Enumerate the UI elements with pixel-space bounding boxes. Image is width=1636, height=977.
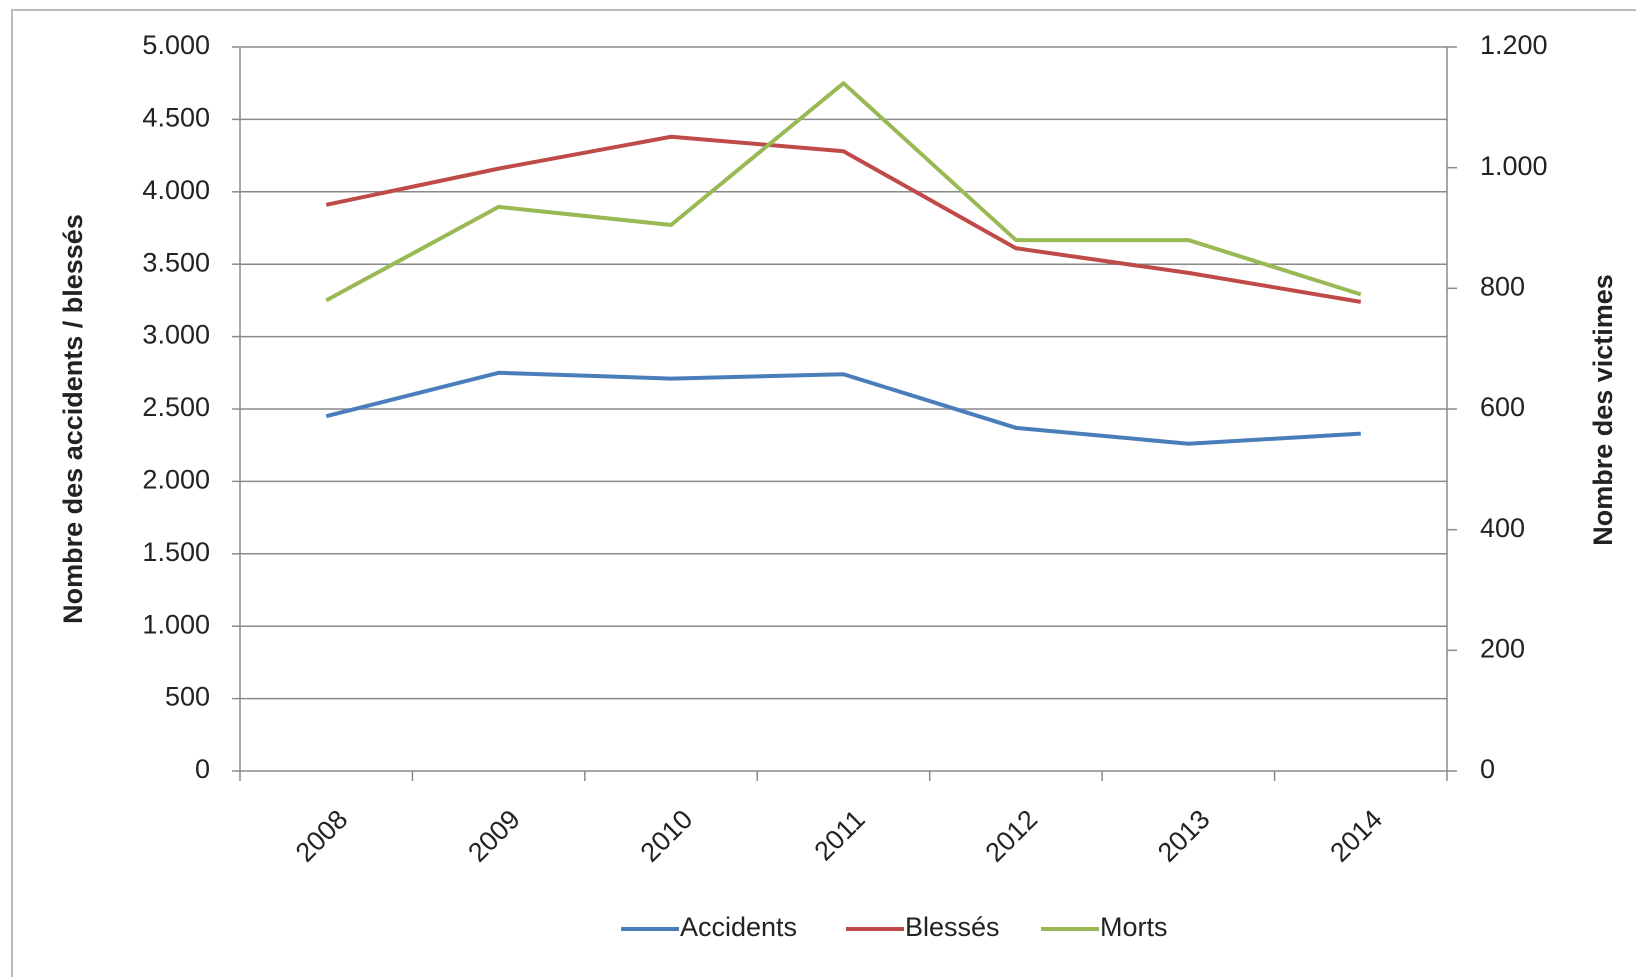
x-tick-label: 2008 [290,804,354,868]
chart-frame [11,9,1636,977]
series-line [325,81,1362,303]
y-tick-label: 4.500 [142,103,210,133]
y2-axis-title: Nombre des victimes [1588,274,1618,546]
legend-label: Accidents [680,912,797,942]
x-tick-label: 2009 [462,804,526,868]
y2-tick-label: 0 [1480,754,1495,784]
y2-tick-label: 1.200 [1480,30,1548,60]
series-line [325,134,1362,304]
legend-label: Blessés [905,912,1000,942]
y2-tick-label: 1.000 [1480,151,1548,181]
legend-label: Morts [1100,912,1168,942]
y-tick-label: 4.000 [142,175,210,205]
y-tick-label: 2.500 [142,392,210,422]
y-axis-title: Nombre des accidents / blessés [58,214,88,624]
y2-tick-label: 400 [1480,513,1525,543]
y2-tick-label: 600 [1480,392,1525,422]
y-tick-label: 3.500 [142,247,210,277]
x-tick-label: 2011 [809,804,871,866]
y-tick-label: 3.000 [142,320,210,350]
y2-tick-label: 800 [1480,271,1525,301]
y2-tick-label: 200 [1480,633,1525,663]
y-tick-label: 5.000 [142,30,210,60]
y-tick-label: 0 [195,754,210,784]
y-tick-label: 2.000 [142,465,210,495]
y-tick-label: 1.500 [142,537,210,567]
x-tick-label: 2013 [1152,804,1216,868]
y-tick-label: 1.000 [142,609,210,639]
x-tick-label: 2012 [980,804,1044,868]
x-tick-label: 2014 [1324,804,1388,868]
x-tick-label: 2010 [635,804,699,868]
y-tick-label: 500 [165,682,210,712]
series-line [325,370,1361,446]
